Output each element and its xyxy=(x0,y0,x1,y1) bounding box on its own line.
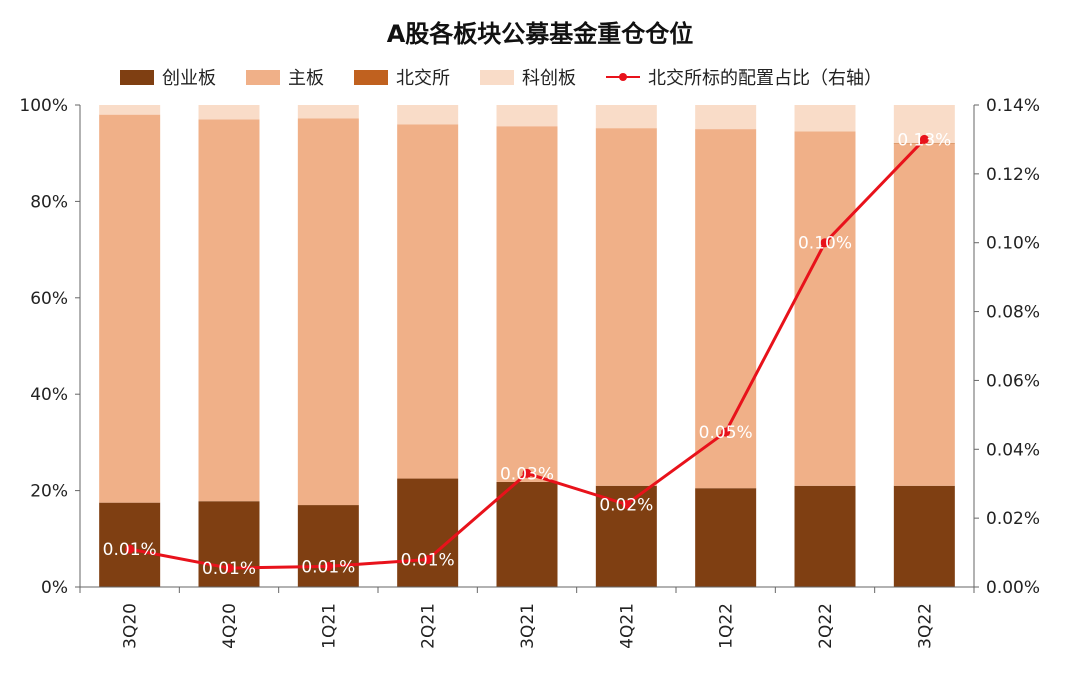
y-tick-label-left-0: 0% xyxy=(41,578,68,598)
legend-swatch-chuangye xyxy=(120,69,154,85)
bar-4Q20-series-0 xyxy=(198,501,260,587)
y-tick-label-right-3: 0.06% xyxy=(986,371,1040,391)
bar-4Q20-series-1 xyxy=(198,119,260,502)
ratio-point-3Q21 xyxy=(522,468,532,478)
legend-item-star: 科创板 xyxy=(480,64,576,90)
ratio-point-2Q21 xyxy=(423,554,433,564)
ratio-label-3Q21: 0.03% xyxy=(500,464,554,484)
legend-item-bse: 北交所 xyxy=(354,64,450,90)
bar-2Q21-series-0 xyxy=(397,478,459,587)
y-tick-label-right-2: 0.04% xyxy=(986,440,1040,460)
ratio-point-3Q22 xyxy=(919,134,929,144)
bar-1Q22-series-0 xyxy=(695,488,757,587)
legend-swatch-bse xyxy=(354,69,388,85)
bar-2Q22-series-3 xyxy=(794,105,856,132)
ratio-label-3Q22: 0.13% xyxy=(897,130,951,150)
bar-3Q22-series-0 xyxy=(893,485,955,587)
bar-1Q21-series-3 xyxy=(297,105,359,119)
ratio-label-4Q21: 0.02% xyxy=(599,495,653,515)
bar-1Q22-series-3 xyxy=(695,105,757,130)
ratio-label-3Q20: 0.01% xyxy=(103,540,157,560)
ratio-point-2Q22 xyxy=(820,238,830,248)
bar-2Q22-series-0 xyxy=(794,485,856,587)
legend-swatch-star xyxy=(480,69,514,85)
bar-2Q21-series-1 xyxy=(397,124,459,479)
x-tick-label-1Q22: 1Q22 xyxy=(717,603,737,649)
y-tick-label-left-1: 20% xyxy=(30,482,68,502)
bar-1Q21-series-0 xyxy=(297,505,359,587)
bar-1Q21-series-1 xyxy=(297,118,359,506)
ratio-point-1Q21 xyxy=(323,561,333,571)
ratio-label-2Q21: 0.01% xyxy=(401,550,455,570)
ratio-label-1Q22: 0.05% xyxy=(699,423,753,443)
x-tick-label-3Q21: 3Q21 xyxy=(518,603,538,649)
legend-swatch-main xyxy=(246,69,280,85)
legend-label-ratio: 北交所标的配置占比（右轴） xyxy=(648,68,882,89)
ratio-point-3Q20 xyxy=(125,544,135,554)
ratio-label-1Q21: 0.01% xyxy=(301,557,355,577)
x-tick-label-3Q22: 3Q22 xyxy=(915,603,935,649)
bar-3Q21-series-3 xyxy=(496,105,558,127)
x-tick-label-4Q21: 4Q21 xyxy=(617,603,637,649)
x-tick-label-2Q22: 2Q22 xyxy=(816,603,836,649)
bar-4Q21-series-3 xyxy=(595,105,657,129)
y-tick-label-right-6: 0.12% xyxy=(986,165,1040,185)
legend-swatch-ratio xyxy=(606,69,640,85)
bar-3Q22-series-1 xyxy=(893,143,955,486)
bar-3Q21-series-0 xyxy=(496,481,558,587)
bar-2Q22-series-1 xyxy=(794,131,856,486)
x-tick-label-3Q20: 3Q20 xyxy=(121,603,141,649)
bar-3Q20-series-3 xyxy=(99,105,161,115)
x-tick-label-4Q20: 4Q20 xyxy=(220,603,240,649)
y-tick-label-left-2: 40% xyxy=(30,385,68,405)
ratio-point-4Q20 xyxy=(224,563,234,573)
y-tick-label-left-4: 80% xyxy=(30,192,68,212)
x-tick-label-1Q21: 1Q21 xyxy=(319,603,339,649)
ratio-label-4Q20: 0.01% xyxy=(202,559,256,579)
bar-3Q21-series-1 xyxy=(496,126,558,482)
legend: 创业板 主板 北交所 科创板 北交所标的配置占比（右轴） xyxy=(120,62,912,92)
bar-4Q21-series-1 xyxy=(595,128,657,486)
y-tick-label-right-0: 0.00% xyxy=(986,578,1040,598)
chart-title: A股各板块公募基金重仓仓位 xyxy=(386,20,694,48)
y-tick-label-left-3: 60% xyxy=(30,289,68,309)
y-tick-label-left-5: 100% xyxy=(19,96,68,116)
bar-3Q20-series-1 xyxy=(99,114,161,503)
y-tick-label-right-4: 0.08% xyxy=(986,303,1040,323)
legend-item-ratio: 北交所标的配置占比（右轴） xyxy=(606,64,882,90)
y-tick-label-right-1: 0.02% xyxy=(986,509,1040,529)
y-tick-label-right-7: 0.14% xyxy=(986,96,1040,116)
ratio-label-2Q22: 0.10% xyxy=(798,234,852,254)
legend-label-star: 科创板 xyxy=(522,68,576,89)
legend-item-main: 主板 xyxy=(246,64,324,90)
legend-label-main: 主板 xyxy=(288,68,324,89)
x-tick-label-2Q21: 2Q21 xyxy=(419,603,439,649)
legend-item-chuangye: 创业板 xyxy=(120,64,216,90)
legend-label-bse: 北交所 xyxy=(396,68,450,89)
y-tick-label-right-5: 0.10% xyxy=(986,234,1040,254)
bar-2Q21-series-3 xyxy=(397,105,459,125)
bar-4Q20-series-3 xyxy=(198,105,260,120)
legend-label-chuangye: 创业板 xyxy=(162,68,216,89)
ratio-point-1Q22 xyxy=(721,427,731,437)
ratio-point-4Q21 xyxy=(621,499,631,509)
